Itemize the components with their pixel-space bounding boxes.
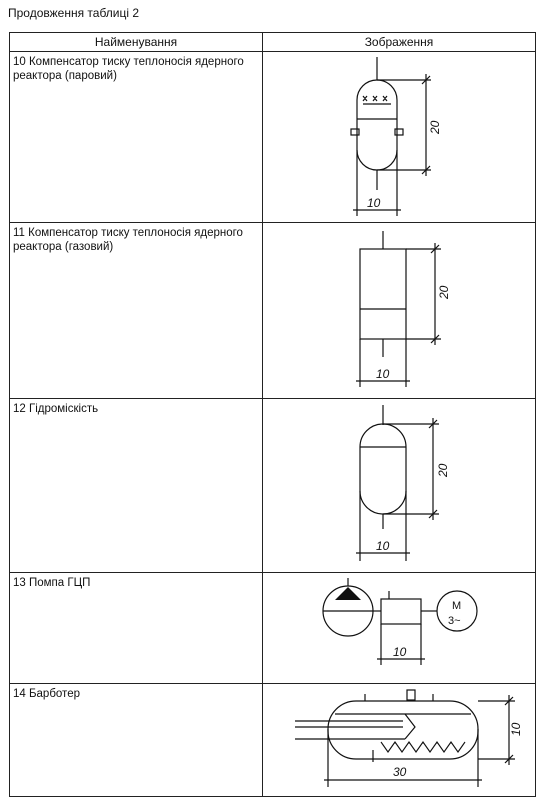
table-caption: Продовження таблиці 2 xyxy=(8,6,140,20)
row-name: 11 Компенсатор тиску теплоносія ядерного… xyxy=(9,222,263,399)
height-dimension-label: 20 xyxy=(428,120,442,135)
steam-pressurizer-symbol: 10 20 xyxy=(350,57,442,216)
symbols-table: Найменування Зображення 10 Компенсатор т… xyxy=(9,32,536,797)
height-dimension-label: 10 xyxy=(509,722,523,736)
row-name: 13 Помпа ГЦП xyxy=(9,572,263,684)
width-dimension-label: 10 xyxy=(376,539,390,553)
row-image-cell: 30 10 xyxy=(262,683,536,797)
hydro-tank-symbol: 10 20 xyxy=(356,405,450,561)
table-header-row: Найменування Зображення xyxy=(9,32,536,52)
header-name: Найменування xyxy=(9,32,263,52)
length-dimension-label: 30 xyxy=(393,765,407,779)
gas-pressurizer-symbol: 10 20 xyxy=(356,231,451,387)
header-image: Зображення xyxy=(262,32,536,52)
width-dimension-label: 10 xyxy=(367,196,381,210)
height-dimension-label: 20 xyxy=(436,463,450,478)
width-dimension-label: 10 xyxy=(376,367,390,381)
row-image-cell: 10 20 xyxy=(262,51,536,223)
pump-triangle-icon xyxy=(335,587,361,600)
table-row: 12 Гідроміскість 10 20 xyxy=(9,398,536,573)
height-dimension-label: 20 xyxy=(437,285,451,300)
pump-symbol: M 3~ 10 xyxy=(322,578,478,665)
width-dimension-label: 10 xyxy=(393,645,407,659)
bubbler-nozzles xyxy=(380,741,466,753)
motor-phase-label: 3~ xyxy=(448,615,461,627)
table-row: 13 Помпа ГЦП M 3~ xyxy=(9,572,536,684)
row-name: 10 Компенсатор тиску теплоносія ядерного… xyxy=(9,51,263,223)
row-image-cell: 10 20 xyxy=(262,222,536,399)
table-row: 10 Компенсатор тиску теплоносія ядерного… xyxy=(9,51,536,223)
motor-label: M xyxy=(452,600,461,612)
row-image-cell: M 3~ 10 xyxy=(262,572,536,684)
table-row: 11 Компенсатор тиску теплоносія ядерного… xyxy=(9,222,536,399)
row-name: 14 Барботер xyxy=(9,683,263,797)
row-image-cell: 10 20 xyxy=(262,398,536,573)
row-name: 12 Гідроміскість xyxy=(9,398,263,573)
bubbler-symbol: 30 10 xyxy=(295,689,523,787)
table-row: 14 Барботер xyxy=(9,683,536,797)
